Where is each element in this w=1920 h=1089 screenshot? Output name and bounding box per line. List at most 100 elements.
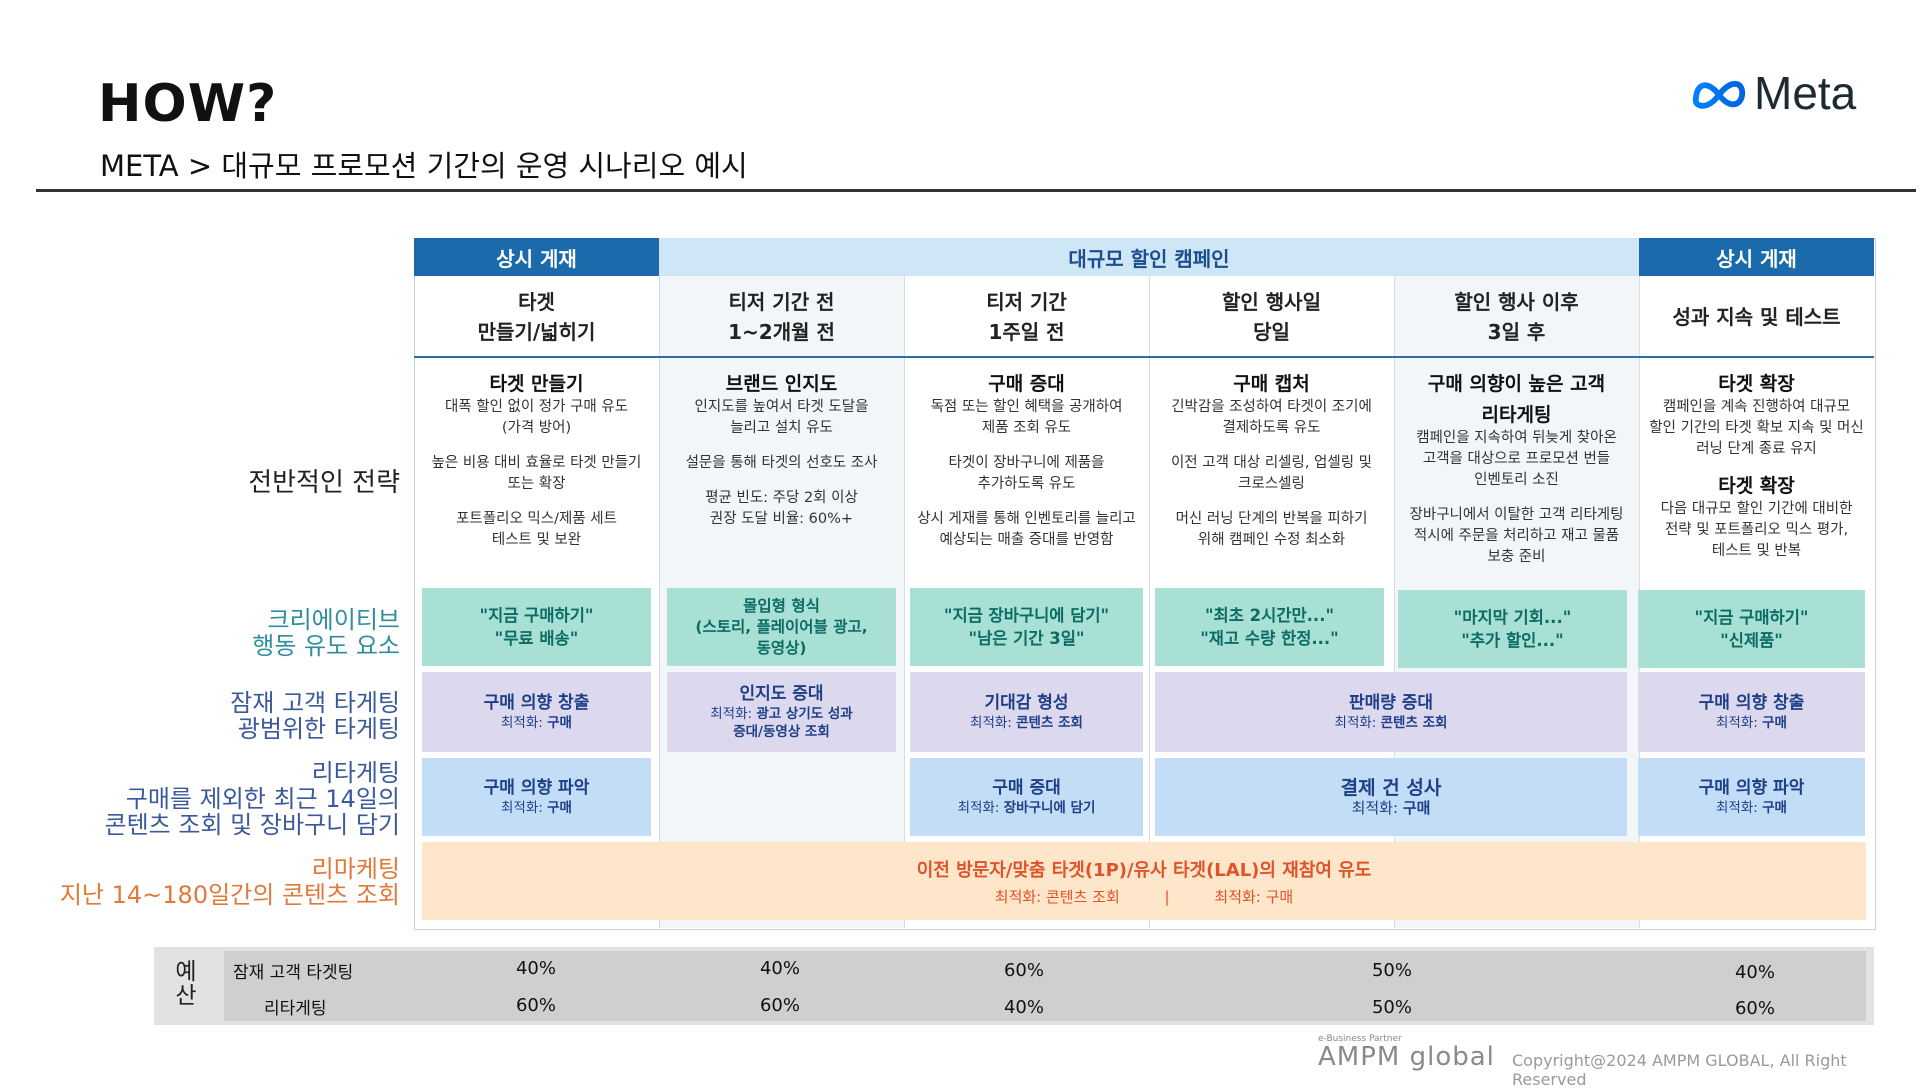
box-optimization: 최적화: 구매 xyxy=(501,714,572,732)
strategy-heading: 리타게팅 xyxy=(1481,404,1552,426)
budget-label: 예산 xyxy=(175,959,197,1009)
copyright-text: Copyright@2024 AMPM GLOBAL, All Right Re… xyxy=(1512,1051,1847,1089)
strategy-text: 이전 고객 대상 리셀링, 업셀링 및 xyxy=(1170,455,1373,471)
creative-line: "재고 수량 한정..." xyxy=(1200,629,1339,648)
strategy-cell: 구매 의향이 높은 고객 리타게팅 캠페인을 지속하여 뒤늦게 찾아온 고객을 … xyxy=(1396,372,1637,568)
label-line: 구매를 제외한 최근 14일의 xyxy=(125,785,400,813)
phase-line: 티저 기간 전 xyxy=(728,290,835,314)
strategy-text: 인벤토리 소진 xyxy=(1474,472,1559,488)
row-label-strategy: 전반적인 전략 xyxy=(248,468,400,498)
budget-value: 40% xyxy=(759,958,800,979)
strategy-text: 평균 빈도: 주당 2회 이상 xyxy=(705,490,858,506)
creative-box: "마지막 기회..." "추가 할인..." xyxy=(1398,590,1627,668)
opt-text: 최적화: 콘텐츠 조회 xyxy=(994,887,1120,906)
row-label-prospecting: 잠재 고객 타게팅 광범위한 타게팅 xyxy=(230,690,400,742)
header-always-on: 상시 게재 xyxy=(1639,238,1874,276)
creative-line: "지금 구매하기" xyxy=(479,606,594,625)
strategy-text: 제품 조회 유도 xyxy=(981,420,1072,436)
prospecting-box: 기대감 형성 최적화: 콘텐츠 조회 xyxy=(910,672,1143,752)
opt-value: 구매 xyxy=(547,715,572,731)
box-title: 구매 의향 파악 xyxy=(483,778,590,798)
strategy-text: 상시 게재를 통해 인벤토리를 늘리고 xyxy=(917,511,1136,527)
strategy-text: 결제하도록 유도 xyxy=(1222,420,1321,436)
meta-logo: Meta xyxy=(1690,67,1857,119)
box-title: 판매량 증대 xyxy=(1348,693,1434,713)
phase-teaser: 티저 기간 1주일 전 xyxy=(904,278,1149,356)
phase-post-sale: 할인 행사 이후 3일 후 xyxy=(1394,278,1639,356)
box-optimization: 최적화: 구매 xyxy=(1716,714,1787,732)
budget-table xyxy=(224,951,1866,1021)
strategy-text: 인지도를 높여서 타겟 도달을 xyxy=(694,399,869,415)
budget-value: 60% xyxy=(515,995,556,1016)
box-optimization: 최적화: 콘텐츠 조회 xyxy=(970,714,1083,732)
phase-line: 1~2개월 전 xyxy=(728,320,835,344)
label-line: 콘텐츠 조회 및 장바구니 담기 xyxy=(104,811,400,839)
opt-value: 구매 xyxy=(1762,800,1787,816)
strategy-text: 추가하도록 유도 xyxy=(977,476,1076,492)
budget-value: 50% xyxy=(1371,960,1412,981)
phase-line: 할인 행사일 xyxy=(1222,290,1321,314)
opt-prefix: 최적화: xyxy=(1716,715,1763,731)
creative-line: "지금 장바구니에 담기" xyxy=(943,606,1110,625)
box-optimization: 최적화: 구매 xyxy=(1716,799,1787,817)
budget-value: 50% xyxy=(1371,997,1412,1018)
box-title: 기대감 형성 xyxy=(984,693,1069,713)
strategy-cell: 타겟 만들기 대폭 할인 없이 정가 구매 유도 (가격 방어) 높은 비용 대… xyxy=(418,372,655,551)
box-title: 구매 의향 파악 xyxy=(1698,778,1805,798)
creative-box: "지금 구매하기" "무료 배송" xyxy=(422,588,651,666)
strategy-text: 보충 준비 xyxy=(1487,549,1546,565)
budget-value: 60% xyxy=(1003,960,1044,981)
phase-divider xyxy=(414,356,1874,358)
ampm-logo: e-Business Partner AMPM global xyxy=(1318,1034,1495,1070)
strategy-text: 장바구니에서 이탈한 고객 리타게팅 xyxy=(1409,507,1624,523)
budget-row-label: 리타게팅 xyxy=(264,999,327,1019)
opt-value: 콘텐츠 조회 xyxy=(1380,715,1448,731)
strategy-text: 위해 캠페인 수정 최소화 xyxy=(1197,532,1346,548)
creative-line: "최초 2시간만..." xyxy=(1204,606,1335,625)
strategy-cell: 브랜드 인지도 인지도를 높여서 타겟 도달을 늘리고 설치 유도 설문을 통해… xyxy=(663,372,900,530)
budget-value: 60% xyxy=(1734,998,1775,1019)
creative-line: 동영상) xyxy=(756,638,807,657)
header-divider xyxy=(36,189,1916,192)
strategy-text: 또는 확장 xyxy=(507,476,566,492)
strategy-text: (가격 방어) xyxy=(501,420,572,436)
column-divider xyxy=(1149,276,1150,928)
creative-box: 몰입형 형식 (스토리, 플레이어블 광고, 동영상) xyxy=(667,588,896,666)
budget-value: 40% xyxy=(1003,997,1044,1018)
opt-prefix: 최적화: xyxy=(957,800,1004,816)
retargeting-box: 구매 의향 파악 최적화: 구매 xyxy=(422,758,651,836)
creative-box: "최초 2시간만..." "재고 수량 한정..." xyxy=(1155,588,1384,666)
label-line: 행동 유도 요소 xyxy=(252,632,400,660)
opt-value: 광고 상기도 성과 xyxy=(756,706,853,722)
strategy-text: 대폭 할인 없이 정가 구매 유도 xyxy=(444,399,629,415)
strategy-text: 예상되는 매출 증대를 반영함 xyxy=(939,532,1114,548)
strategy-text: 머신 러닝 단계의 반복을 피하기 xyxy=(1175,511,1368,527)
retargeting-box: 구매 의향 파악 최적화: 구매 xyxy=(1638,758,1865,836)
opt-value: 구매 xyxy=(547,800,572,816)
partner-tag: e-Business Partner xyxy=(1318,1034,1402,1044)
meta-logo-text: Meta xyxy=(1754,67,1857,119)
opt-value: 구매 xyxy=(1402,799,1431,817)
phase-line: 타겟 xyxy=(518,290,555,314)
opt-value: 구매 xyxy=(1762,715,1787,731)
row-label-retargeting: 리타게팅 구매를 제외한 최근 14일의 콘텐츠 조회 및 장바구니 담기 xyxy=(105,760,400,838)
box-optimization: 최적화: 콘텐츠 조회 xyxy=(1335,714,1448,732)
strategy-text: 설문을 통해 타겟의 선호도 조사 xyxy=(685,455,878,471)
strategy-heading: 타겟 만들기 xyxy=(489,373,584,395)
box-title: 이전 방문자/맞춤 타겟(1P)/유사 타겟(LAL)의 재참여 유도 xyxy=(916,859,1372,881)
creative-box: "지금 장바구니에 담기" "남은 기간 3일" xyxy=(910,588,1143,666)
phase-line: 만들기/넓히기 xyxy=(477,320,596,344)
phase-line: 할인 행사 이후 xyxy=(1454,290,1579,314)
label-line: 광범위한 타게팅 xyxy=(237,715,400,743)
budget-value: 40% xyxy=(515,958,556,979)
strategy-heading: 타겟 확장 xyxy=(1718,475,1795,497)
opt-prefix: 최적화: xyxy=(1334,715,1381,731)
retargeting-box: 결제 건 성사 최적화: 구매 xyxy=(1155,758,1627,836)
column-divider xyxy=(659,276,660,928)
column-divider xyxy=(904,276,905,928)
label-line: 잠재 고객 타게팅 xyxy=(230,689,400,717)
remarketing-box: 이전 방문자/맞춤 타겟(1P)/유사 타겟(LAL)의 재참여 유도 최적화:… xyxy=(422,842,1866,920)
opt-prefix: 최적화: xyxy=(1351,799,1403,817)
header-always-on: 상시 게재 xyxy=(414,238,659,276)
